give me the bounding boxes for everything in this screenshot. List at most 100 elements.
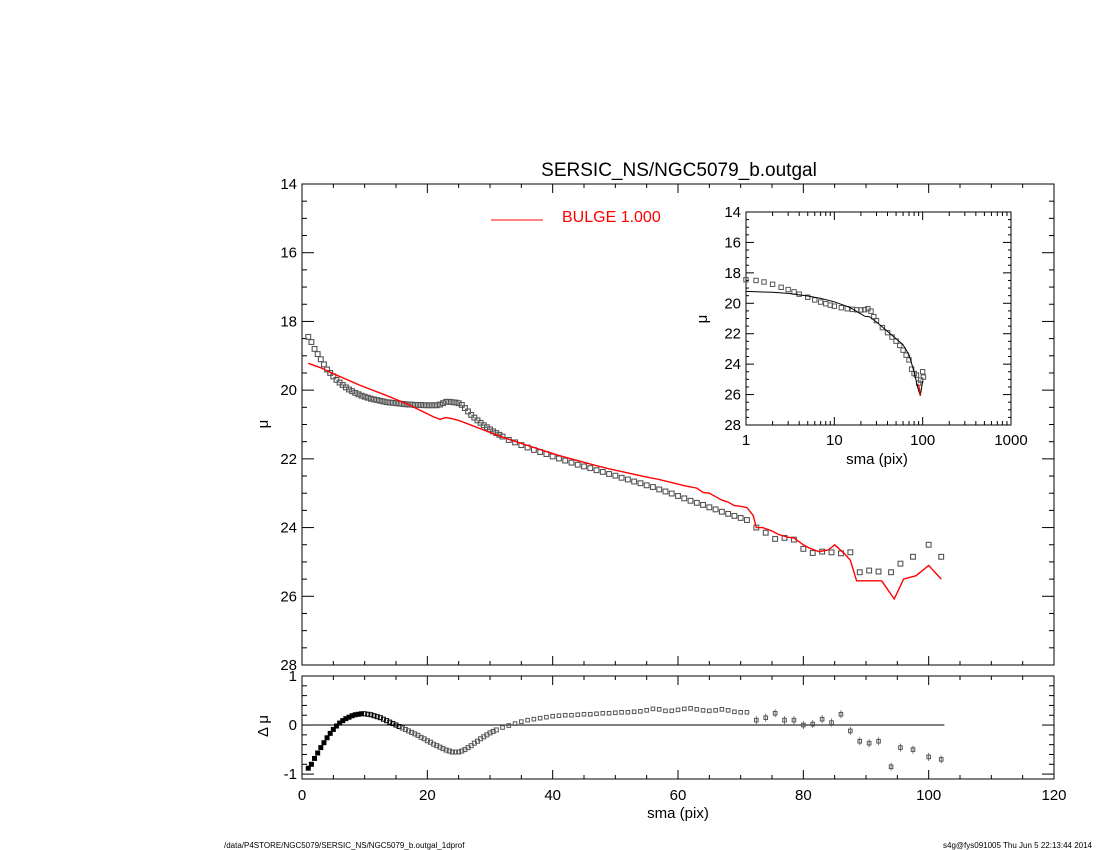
main-data-point — [581, 463, 587, 470]
main-data-point — [452, 399, 459, 406]
residual-data-point — [594, 711, 599, 717]
residual-data-point — [650, 706, 656, 712]
main-data-point — [421, 402, 428, 409]
residual-data-point — [321, 740, 327, 746]
inset-data-point — [868, 308, 874, 314]
inset-y-tick-label: 14 — [724, 204, 741, 221]
main-data-point — [317, 356, 324, 363]
footer-file-path: /data/P4STORE/NGC5079/SERSIC_NS/NGC5079_… — [224, 841, 465, 850]
inset-y-tick-label: 22 — [724, 326, 741, 343]
residual-x-tick-label: 100 — [916, 787, 941, 804]
residual-data-point — [424, 738, 430, 744]
main-y-tick-label: 18 — [280, 313, 297, 330]
main-data-point — [856, 569, 863, 576]
inset-model-red-tail — [917, 383, 921, 396]
residual-data-point — [791, 716, 797, 725]
residual-data-point — [876, 737, 881, 746]
residual-data-point — [412, 731, 418, 737]
main-data-point — [311, 345, 318, 352]
main-data-point — [681, 495, 688, 502]
main-data-point — [574, 461, 581, 468]
residual-x-tick-label: 60 — [670, 787, 687, 804]
inset-data-point — [879, 324, 886, 331]
main-data-point — [847, 549, 854, 556]
residual-data-point — [857, 737, 863, 746]
main-data-point — [772, 535, 779, 542]
residual-data-point — [409, 729, 415, 735]
main-data-point — [599, 468, 606, 475]
main-data-point — [549, 453, 556, 460]
main-y-axis-label: μ — [255, 420, 272, 429]
main-y-tick-label: 22 — [280, 451, 297, 468]
residual-data-point — [569, 712, 574, 718]
residual-data-points — [305, 706, 944, 771]
main-data-point — [875, 568, 882, 575]
residual-data-point — [315, 750, 321, 756]
main-data-point — [925, 541, 932, 548]
inset-x-tick-label: 1000 — [994, 432, 1027, 449]
inset-x-tick-labels: 1 10 100 1000 — [742, 432, 1028, 449]
main-data-point — [643, 482, 650, 489]
residual-data-point — [732, 709, 737, 715]
main-data-points — [305, 333, 945, 576]
residual-data-point — [493, 727, 499, 733]
residual-data-point — [380, 716, 386, 722]
main-data-point — [731, 512, 738, 519]
inset-data-point — [785, 286, 791, 293]
main-data-point — [743, 517, 750, 523]
residual-data-point — [333, 723, 339, 729]
inset-data-point — [903, 352, 909, 358]
residual-data-point — [744, 709, 750, 715]
residual-data-point — [330, 726, 336, 732]
residual-data-point — [390, 721, 396, 727]
bulge-model-line — [308, 362, 942, 601]
inset-data-point — [753, 277, 759, 284]
main-data-point — [737, 515, 744, 521]
main-data-point — [414, 401, 421, 408]
main-data-point — [809, 550, 816, 556]
main-data-point — [386, 399, 393, 406]
main-y-tick-labels: 14 16 18 20 22 24 26 28 — [280, 176, 297, 674]
residual-data-point — [575, 712, 581, 718]
residual-data-point — [377, 715, 383, 721]
main-data-point — [910, 553, 916, 560]
main-data-point — [781, 534, 788, 541]
residual-x-axis-label: sma (pix) — [647, 805, 709, 822]
residual-data-point — [772, 709, 778, 718]
residual-data-point — [638, 709, 643, 714]
main-data-point — [888, 569, 895, 576]
inset-data-point — [920, 374, 927, 380]
residual-data-point — [453, 749, 459, 755]
residual-data-point — [305, 765, 311, 771]
main-data-point — [364, 394, 371, 401]
residual-data-point — [600, 710, 606, 716]
residual-data-point — [848, 726, 853, 735]
main-data-point — [662, 488, 669, 495]
residual-data-point — [898, 743, 903, 752]
residual-data-point — [519, 719, 524, 724]
inset-data-point — [906, 357, 912, 363]
main-data-point — [938, 553, 945, 560]
main-data-point — [367, 395, 374, 402]
residual-data-point — [613, 710, 618, 716]
main-data-point — [725, 510, 732, 517]
residual-data-point — [324, 735, 330, 741]
residual-data-point — [663, 708, 668, 714]
main-data-point — [631, 478, 638, 485]
main-data-point — [424, 402, 431, 409]
inset-y-tick-label: 16 — [724, 234, 741, 251]
residual-data-point — [512, 721, 518, 726]
residual-x-tick-label: 120 — [1041, 787, 1066, 804]
main-data-point — [449, 399, 456, 406]
inset-data-point — [838, 304, 845, 311]
main-data-point — [618, 474, 625, 481]
residual-data-point — [562, 712, 568, 718]
main-data-point — [455, 400, 462, 407]
main-data-point — [358, 392, 365, 399]
inset-y-tick-labels: 14 16 18 20 22 24 26 28 — [724, 204, 741, 434]
inset-x-tick-label: 1 — [742, 432, 750, 449]
residual-data-point — [368, 712, 374, 718]
main-data-point — [656, 486, 663, 493]
residual-data-point — [550, 713, 555, 719]
